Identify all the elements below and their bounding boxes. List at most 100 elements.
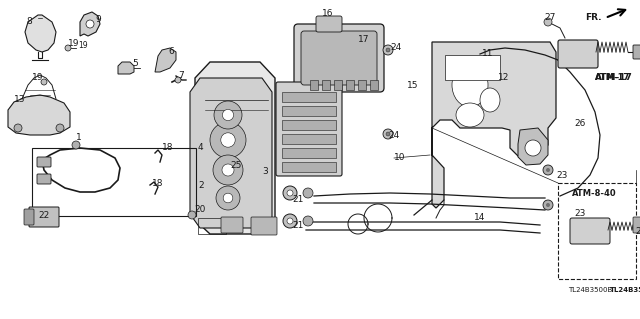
Text: 5: 5 [132,60,138,69]
FancyBboxPatch shape [570,218,610,244]
Polygon shape [518,128,548,165]
Text: TL24B3500B: TL24B3500B [610,287,640,293]
Circle shape [383,129,393,139]
Circle shape [56,124,64,132]
Text: 24: 24 [388,130,399,139]
Text: 24: 24 [390,43,401,53]
FancyBboxPatch shape [24,209,34,225]
FancyBboxPatch shape [316,16,342,32]
Circle shape [283,214,297,228]
FancyBboxPatch shape [445,55,500,80]
Polygon shape [432,42,556,208]
Circle shape [221,133,236,147]
FancyBboxPatch shape [633,45,640,59]
Circle shape [72,141,80,149]
Text: 7: 7 [178,71,184,80]
Circle shape [223,193,233,203]
Circle shape [213,155,243,185]
Circle shape [86,20,94,28]
FancyBboxPatch shape [251,217,277,235]
Circle shape [525,140,541,156]
Text: 2: 2 [198,182,204,190]
Text: 11: 11 [482,49,493,58]
FancyBboxPatch shape [370,80,378,90]
FancyBboxPatch shape [282,106,336,116]
Polygon shape [8,95,70,135]
Text: ATM-17: ATM-17 [595,73,630,83]
Text: TL24B3500B: TL24B3500B [568,287,612,293]
Polygon shape [25,15,56,52]
Text: 12: 12 [498,73,509,83]
Text: ATM-17: ATM-17 [595,73,633,83]
Circle shape [543,200,553,210]
Text: 16: 16 [322,9,333,18]
Text: 19: 19 [78,41,88,49]
Text: 20: 20 [194,204,205,213]
Text: 19: 19 [68,40,79,48]
Circle shape [544,18,552,26]
Polygon shape [118,62,134,74]
Polygon shape [195,62,275,234]
Circle shape [383,45,393,55]
Circle shape [223,109,234,121]
Text: 13: 13 [14,95,26,105]
Circle shape [65,45,71,51]
Circle shape [216,186,240,210]
Circle shape [546,203,550,207]
FancyBboxPatch shape [346,80,354,90]
Text: 9: 9 [95,16,100,25]
Circle shape [14,124,22,132]
Text: 18: 18 [152,179,163,188]
Text: 23: 23 [574,209,586,218]
Circle shape [41,79,47,85]
Text: 21: 21 [292,220,303,229]
Circle shape [175,77,181,83]
FancyBboxPatch shape [633,217,640,233]
Polygon shape [155,48,176,72]
Text: 26: 26 [574,120,586,129]
FancyBboxPatch shape [322,80,330,90]
Circle shape [303,216,313,226]
Polygon shape [80,12,100,36]
Ellipse shape [452,63,488,107]
Circle shape [543,165,553,175]
Circle shape [633,221,640,231]
Text: 23: 23 [635,227,640,236]
Circle shape [386,48,390,52]
FancyBboxPatch shape [301,31,377,85]
FancyBboxPatch shape [558,40,598,68]
Circle shape [188,211,196,219]
Text: 8: 8 [26,18,32,26]
Text: FR.: FR. [585,12,601,21]
Text: 15: 15 [407,81,419,91]
Text: 6: 6 [168,48,173,56]
FancyBboxPatch shape [282,162,336,172]
Ellipse shape [456,103,484,127]
Ellipse shape [480,88,500,112]
Text: 27: 27 [544,13,556,23]
Circle shape [287,218,293,224]
FancyBboxPatch shape [294,24,384,92]
FancyBboxPatch shape [310,80,318,90]
Circle shape [303,188,313,198]
Polygon shape [190,78,272,228]
Circle shape [283,186,297,200]
Circle shape [546,168,550,172]
Circle shape [222,164,234,176]
Circle shape [287,190,293,196]
Text: 4: 4 [198,144,204,152]
FancyBboxPatch shape [358,80,366,90]
Text: 10: 10 [394,153,406,162]
Ellipse shape [468,58,492,78]
Text: 1: 1 [76,133,82,143]
FancyBboxPatch shape [282,120,336,130]
FancyBboxPatch shape [37,157,51,167]
FancyBboxPatch shape [282,134,336,144]
Circle shape [386,132,390,136]
Text: 19: 19 [32,73,44,83]
FancyBboxPatch shape [37,174,51,184]
Circle shape [214,101,242,129]
FancyBboxPatch shape [282,148,336,158]
Text: 14: 14 [474,212,485,221]
Text: 18: 18 [162,144,173,152]
